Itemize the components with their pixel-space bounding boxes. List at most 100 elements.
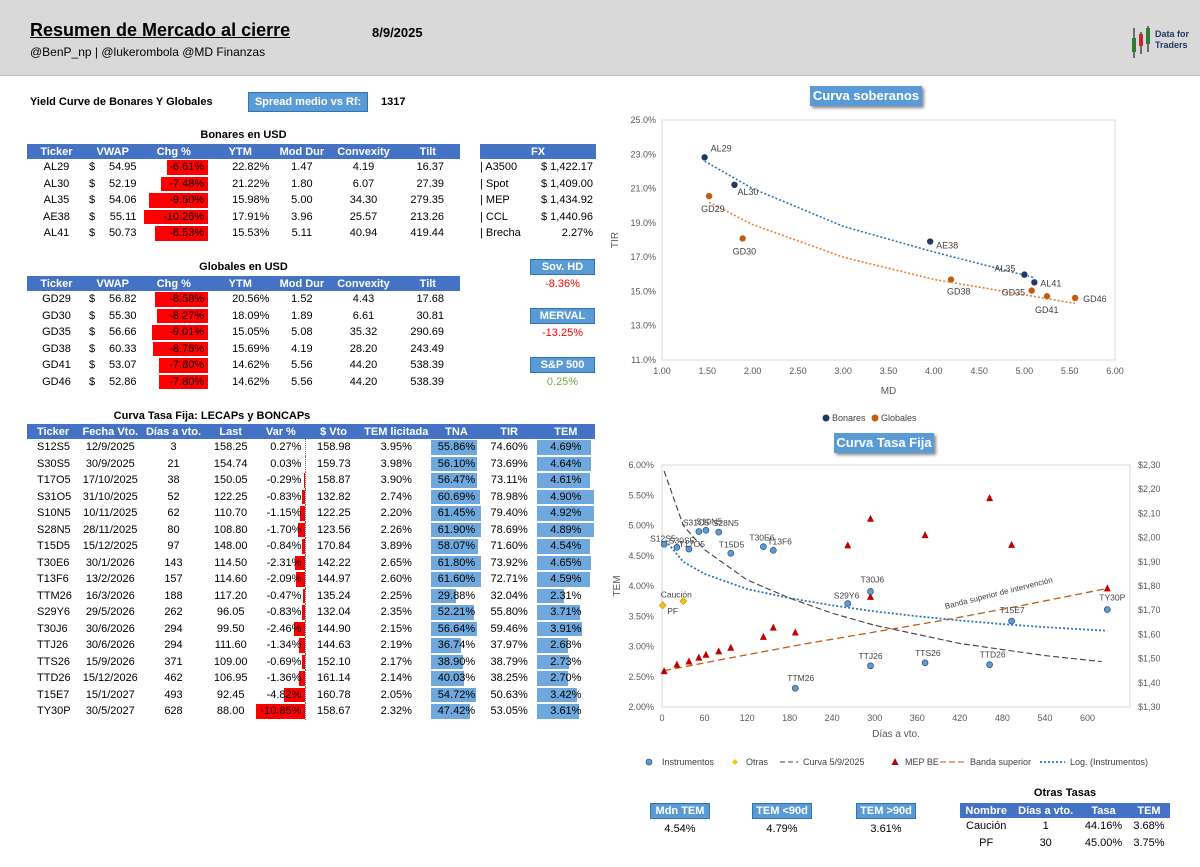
merval-label: MERVAL bbox=[530, 308, 595, 324]
chg-cell: -8.27% bbox=[140, 308, 209, 325]
tir-cell: 38.25% bbox=[490, 672, 528, 685]
chg-cell: -8.53% bbox=[140, 225, 209, 242]
var-cell: -4.82% bbox=[255, 686, 307, 703]
ticker-cell: TTM26 bbox=[37, 589, 72, 602]
y-tick-label: 5.00% bbox=[628, 521, 654, 531]
tem-value: 4.64% bbox=[550, 457, 582, 470]
mep-be-marker bbox=[685, 657, 693, 665]
nombre-cell: Caución bbox=[966, 820, 1007, 833]
y-tick-label: 2.00% bbox=[628, 702, 654, 712]
data-point bbox=[986, 661, 993, 668]
mep-be-marker bbox=[673, 660, 681, 668]
tem-90p-value: 3.61% bbox=[870, 823, 902, 835]
convexity-cell: 4.19 bbox=[352, 161, 375, 174]
fx-value: $ 1,409.00 bbox=[541, 177, 593, 190]
chg-bar bbox=[161, 176, 209, 191]
y-tick-label: 11.0% bbox=[631, 355, 656, 365]
table-row: TTJ26 30/6/2026 294 111.60 -1.34% 144.63 2.19%… bbox=[27, 637, 595, 654]
table-row: S31O5 31/10/2025 52 122.25 -0.83% 132.82 2.74%… bbox=[27, 488, 595, 506]
dias-cell: 628 bbox=[164, 705, 183, 718]
ytm-cell: 15.05% bbox=[232, 326, 270, 339]
column-header: Tasa bbox=[1079, 803, 1128, 818]
tem-licitada-cell: 3.89% bbox=[380, 540, 412, 553]
tem-licitada-cell: 2.26% bbox=[380, 523, 412, 536]
header-bar: Resumen de Mercado al cierre 8/9/2025 @B… bbox=[0, 0, 1200, 76]
chg-value: -8.76% bbox=[169, 342, 205, 355]
tasa-cell: 44.16% bbox=[1084, 820, 1123, 833]
tem-cell: 4.90% bbox=[536, 489, 595, 506]
tir-cell: 55.80% bbox=[490, 606, 528, 619]
curve-line-prev bbox=[663, 470, 1102, 663]
tem-licitada-cell: 3.98% bbox=[380, 457, 412, 470]
y2-tick-label: $1,900 bbox=[1138, 557, 1160, 567]
column-header: YTM bbox=[208, 276, 273, 291]
point-label: PF bbox=[667, 606, 678, 616]
last-cell: 99.50 bbox=[216, 622, 245, 635]
tem-value: 3.71% bbox=[550, 606, 582, 619]
chg-cell: -10.26% bbox=[140, 209, 209, 226]
legend-label-log: Log. (Instrumentos) bbox=[1070, 757, 1148, 767]
tna-value: 38.90% bbox=[437, 655, 476, 668]
mep-be-marker bbox=[866, 592, 874, 600]
x-tick-label: 2.50 bbox=[789, 366, 807, 376]
tem-bar bbox=[536, 440, 592, 455]
chg-bar bbox=[153, 341, 209, 356]
tem-licitada-cell: 2.25% bbox=[380, 589, 412, 602]
currency-cell: $ bbox=[88, 194, 96, 207]
tasa-cell: 45.00% bbox=[1084, 836, 1123, 849]
currency-cell: $ bbox=[88, 293, 96, 306]
tilt-cell: 16.37 bbox=[416, 161, 444, 174]
ticker-cell: T30E6 bbox=[37, 556, 70, 569]
chg-cell: -8.58% bbox=[140, 291, 209, 308]
point-label: T17O5 bbox=[679, 539, 705, 549]
x-tick-label: 3.50 bbox=[880, 366, 898, 376]
column-header: Tilt bbox=[395, 276, 460, 291]
var-cell: -0.69% bbox=[255, 653, 307, 670]
var-bar bbox=[299, 638, 306, 653]
tna-cell: 40.03% bbox=[431, 670, 481, 687]
tna-cell: 60.69% bbox=[431, 489, 481, 506]
chg-cell: -9.50% bbox=[140, 192, 209, 209]
tir-cell: 73.11% bbox=[490, 474, 528, 487]
y-tick-label: 19.0% bbox=[630, 218, 656, 228]
tna-cell: 52.21% bbox=[431, 604, 481, 621]
tem-cell: 3.71% bbox=[536, 604, 595, 621]
vto-cell: 122.25 bbox=[316, 507, 351, 520]
vwap-cell: 56.66 bbox=[108, 326, 137, 339]
point-label: T30J6 bbox=[860, 574, 884, 584]
var-value: -0.29% bbox=[266, 474, 302, 487]
fecha-cell: 12/9/2025 bbox=[85, 441, 135, 454]
legend-marker-bonares bbox=[822, 414, 830, 422]
convexity-cell: 44.20 bbox=[349, 359, 378, 372]
vwap-cell: 52.86 bbox=[108, 375, 137, 388]
tem-licitada-cell: 2.35% bbox=[380, 606, 412, 619]
fecha-cell: 28/11/2025 bbox=[83, 523, 138, 536]
table-row: GD41 $53.07 -7.80% 14.62% 5.56 44.20 538.39 bbox=[27, 357, 460, 374]
y-tick-label: 25.0% bbox=[630, 115, 656, 125]
var-value: -2.09% bbox=[266, 573, 302, 586]
md-cell: 1.80 bbox=[291, 177, 313, 190]
dias-cell: 262 bbox=[164, 606, 183, 619]
chg-cell: -9.01% bbox=[140, 324, 209, 341]
fecha-cell: 30/6/2026 bbox=[85, 639, 135, 652]
last-cell: 114.50 bbox=[214, 556, 248, 569]
point-label: S28N5 bbox=[713, 518, 739, 528]
var-bar bbox=[294, 621, 306, 636]
data-point bbox=[695, 528, 703, 535]
tna-cell: 38.90% bbox=[431, 654, 481, 671]
x-tick-label: 0 bbox=[659, 713, 664, 723]
md-cell: 5.08 bbox=[291, 326, 313, 339]
y2-tick-label: $2,100 bbox=[1138, 508, 1160, 518]
currency-cell: $ bbox=[88, 342, 96, 355]
var-value: -0.83% bbox=[266, 490, 302, 503]
var-value: -1.15% bbox=[266, 507, 302, 520]
tir-cell: 50.63% bbox=[490, 688, 528, 701]
tasa-fija-title: Curva Tasa Fija: LECAPs y BONCAPs bbox=[113, 410, 311, 422]
last-cell: 154.74 bbox=[213, 457, 248, 470]
log-trend-line bbox=[664, 540, 1108, 632]
chg-value: -8.58% bbox=[169, 293, 205, 306]
tem-cell: 4.89% bbox=[536, 522, 595, 539]
tna-cell: 56.10% bbox=[431, 456, 481, 473]
tem-cell: 2.73% bbox=[536, 654, 595, 671]
x-tick-label: 6.00 bbox=[1106, 366, 1124, 376]
